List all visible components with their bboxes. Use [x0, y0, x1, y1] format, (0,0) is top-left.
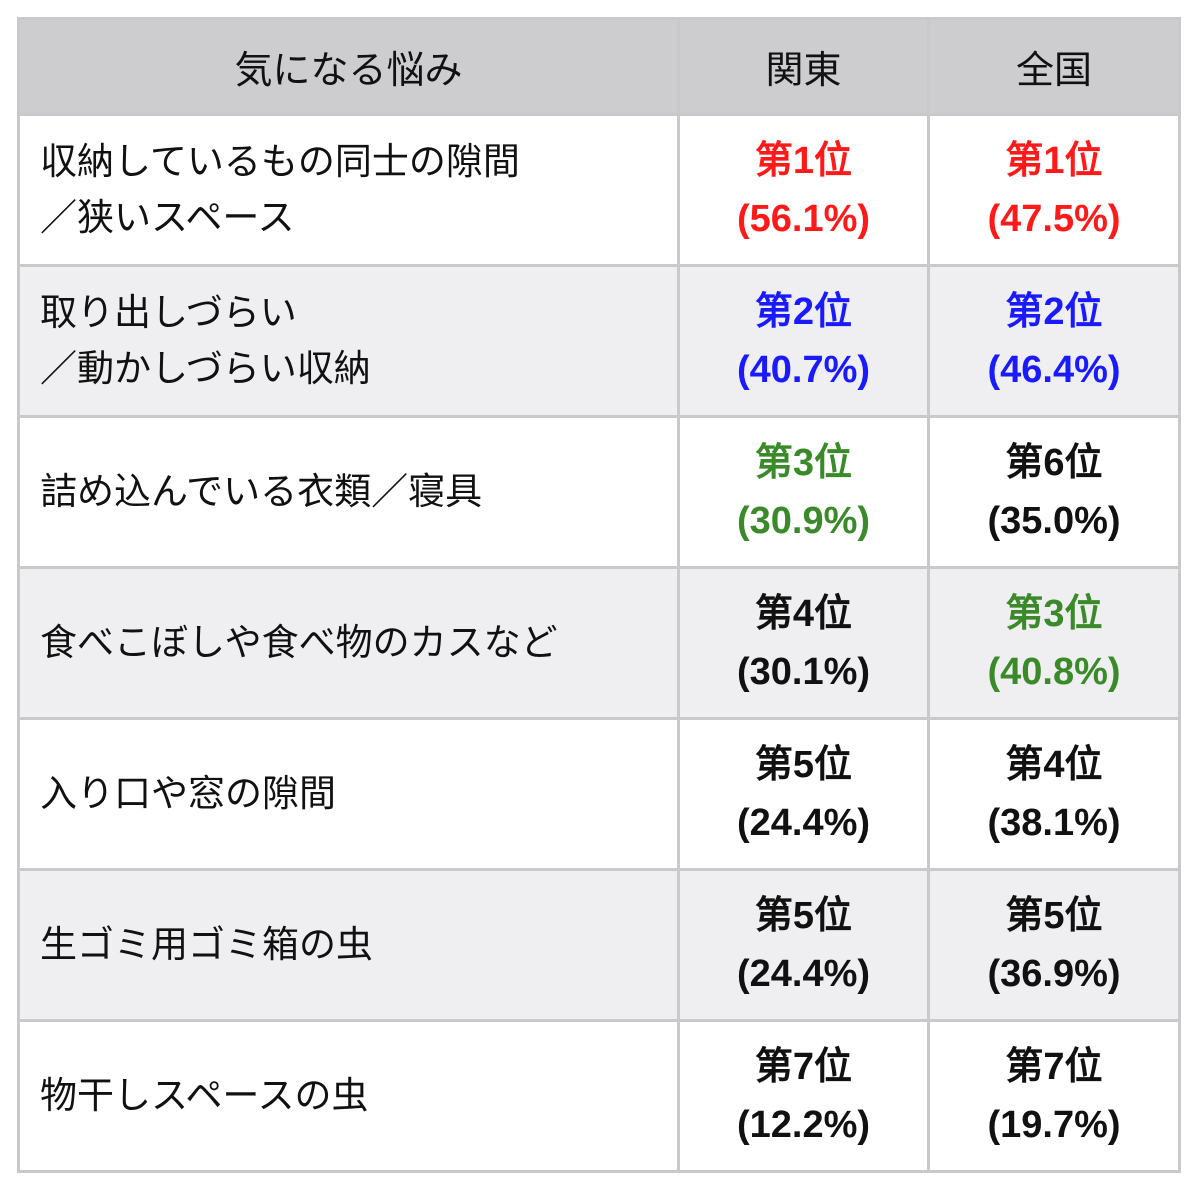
concern-item-text: ／動かしづらい収納 — [40, 347, 371, 390]
kanto-rank-label: 第5位 — [754, 895, 853, 937]
national-rank-cell: 第1位 (47.5%) — [927, 113, 1181, 267]
kanto-percentage: (24.4%) — [736, 953, 871, 995]
concern-item-text: 詰め込んでいる衣類／寝具 — [40, 470, 483, 513]
national-rank-cell: 第6位 (35.0%) — [927, 415, 1181, 569]
national-percentage: (35.0%) — [987, 500, 1121, 542]
header-item: 気になる悩み — [17, 17, 680, 116]
kanto-rank-label: 第7位 — [754, 1046, 853, 1088]
national-rank-cell: 第2位 (46.4%) — [927, 264, 1181, 418]
table-row: 食べこぼしや食べ物のカスなど 第4位 (30.1%) 第3位 (40.8%) — [17, 566, 1181, 720]
kanto-rank-label: 第4位 — [754, 593, 853, 635]
concern-item-text: ／狭いスペース — [40, 196, 295, 239]
concern-item-text: 収納しているもの同士の隙間 — [40, 140, 520, 183]
kanto-rank-label: 第5位 — [754, 744, 853, 786]
concern-item-cell: 生ゴミ用ゴミ箱の虫 — [17, 868, 680, 1022]
concern-item-cell: 収納しているもの同士の隙間 ／狭いスペース — [17, 113, 680, 267]
kanto-percentage: (30.9%) — [736, 500, 871, 542]
ranking-table: 気になる悩み 関東 全国 収納しているもの同士の隙間 ／狭いスペース 第1位 (56.… — [17, 17, 1181, 1173]
kanto-rank-cell: 第1位 (56.1%) — [677, 113, 930, 267]
table-row: 詰め込んでいる衣類／寝具 第3位 (30.9%) 第6位 (35.0%) — [17, 415, 1181, 569]
national-rank-label: 第5位 — [1005, 895, 1103, 937]
national-percentage: (40.8%) — [987, 651, 1121, 693]
kanto-rank-label: 第2位 — [754, 291, 853, 333]
header-national: 全国 — [927, 17, 1181, 116]
national-rank-label: 第1位 — [1005, 140, 1103, 182]
table-row: 物干しスペースの虫 第7位 (12.2%) 第7位 (19.7%) — [17, 1019, 1181, 1173]
national-rank-cell: 第4位 (38.1%) — [927, 717, 1181, 871]
national-percentage: (19.7%) — [987, 1104, 1121, 1146]
national-rank-label: 第3位 — [1005, 593, 1103, 635]
kanto-rank-label: 第3位 — [754, 442, 853, 484]
table-row: 入り口や窓の隙間 第5位 (24.4%) 第4位 (38.1%) — [17, 717, 1181, 871]
national-percentage: (47.5%) — [987, 198, 1121, 240]
concern-item-text: 入り口や窓の隙間 — [40, 772, 336, 815]
kanto-rank-label: 第1位 — [754, 140, 853, 182]
concern-item-cell: 詰め込んでいる衣類／寝具 — [17, 415, 680, 569]
table-body: 収納しているもの同士の隙間 ／狭いスペース 第1位 (56.1%) 第1位 (47.5%)… — [17, 113, 1181, 1173]
kanto-rank-cell: 第7位 (12.2%) — [677, 1019, 930, 1173]
national-rank-label: 第6位 — [1005, 442, 1103, 484]
national-rank-cell: 第5位 (36.9%) — [927, 868, 1181, 1022]
kanto-percentage: (56.1%) — [736, 198, 871, 240]
kanto-percentage: (30.1%) — [736, 651, 871, 693]
header-row: 気になる悩み 関東 全国 — [17, 17, 1181, 116]
kanto-rank-cell: 第5位 (24.4%) — [677, 868, 930, 1022]
kanto-rank-cell: 第5位 (24.4%) — [677, 717, 930, 871]
national-rank-label: 第2位 — [1005, 291, 1103, 333]
national-rank-label: 第7位 — [1005, 1046, 1103, 1088]
kanto-percentage: (24.4%) — [736, 802, 871, 844]
concern-item-cell: 食べこぼしや食べ物のカスなど — [17, 566, 680, 720]
kanto-rank-cell: 第3位 (30.9%) — [677, 415, 930, 569]
table-row: 生ゴミ用ゴミ箱の虫 第5位 (24.4%) 第5位 (36.9%) — [17, 868, 1181, 1022]
kanto-rank-cell: 第2位 (40.7%) — [677, 264, 930, 418]
concern-item-text: 物干しスペースの虫 — [40, 1074, 369, 1117]
concern-item-text: 食べこぼしや食べ物のカスなど — [40, 621, 558, 664]
table-header: 気になる悩み 関東 全国 — [17, 17, 1181, 116]
national-percentage: (46.4%) — [987, 349, 1121, 391]
national-percentage: (36.9%) — [987, 953, 1121, 995]
kanto-percentage: (40.7%) — [736, 349, 871, 391]
table-row: 取り出しづらい ／動かしづらい収納 第2位 (40.7%) 第2位 (46.4%) — [17, 264, 1181, 418]
national-rank-label: 第4位 — [1005, 744, 1103, 786]
header-kanto: 関東 — [677, 17, 930, 116]
national-percentage: (38.1%) — [987, 802, 1121, 844]
table-row: 収納しているもの同士の隙間 ／狭いスペース 第1位 (56.1%) 第1位 (47.5%) — [17, 113, 1181, 267]
concern-item-cell: 物干しスペースの虫 — [17, 1019, 680, 1173]
concern-item-text: 生ゴミ用ゴミ箱の虫 — [40, 923, 373, 966]
concern-item-cell: 取り出しづらい ／動かしづらい収納 — [17, 264, 680, 418]
kanto-percentage: (12.2%) — [736, 1104, 871, 1146]
concern-item-cell: 入り口や窓の隙間 — [17, 717, 680, 871]
kanto-rank-cell: 第4位 (30.1%) — [677, 566, 930, 720]
national-rank-cell: 第3位 (40.8%) — [927, 566, 1181, 720]
national-rank-cell: 第7位 (19.7%) — [927, 1019, 1181, 1173]
concern-item-text: 取り出しづらい — [40, 291, 297, 334]
